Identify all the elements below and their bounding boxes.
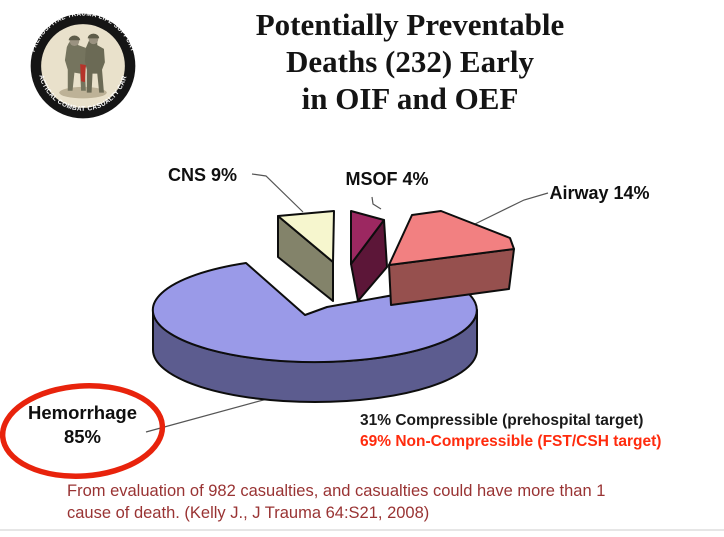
- annotation-compressible: 31% Compressible (prehospital target): [360, 412, 644, 429]
- leader-line-msof: [371, 196, 382, 210]
- pie-slice-hemorrhage-top: [151, 262, 478, 364]
- footnote-citation: From evaluation of 982 casualties, and c…: [67, 480, 605, 524]
- leader-line-cns: [251, 173, 304, 213]
- logo-soldiers-illustration: [59, 33, 107, 99]
- leader-line-hemorrhage: [145, 398, 268, 433]
- title-line-1: Potentially Preventable: [255, 7, 565, 42]
- annotation-noncompressible: 69% Non-Compressible (FST/CSH target): [360, 433, 662, 450]
- helmet-right: [87, 33, 100, 39]
- bottom-divider: [0, 529, 724, 531]
- pie-slice-cns-top: [277, 210, 335, 263]
- title-line-3: in OIF and OEF: [301, 81, 519, 116]
- leader-line-airway: [474, 192, 549, 225]
- slide-title: Potentially Preventable Deaths (232) Ear…: [150, 6, 670, 117]
- callout-hemorrhage: Hemorrhage 85%: [10, 401, 155, 449]
- pie-slice-airway-top: [388, 210, 515, 266]
- footnote-line-1: From evaluation of 982 casualties, and c…: [67, 482, 606, 500]
- pie-slice-msof-top: [350, 210, 385, 265]
- title-line-2: Deaths (232) Early: [286, 44, 534, 79]
- soldier-right: [84, 38, 105, 93]
- tccc-logo: TACTICAL COMBAT CASUALTY CARE PREHOSPITA…: [24, 6, 136, 119]
- hemorrhage-highlight-ellipse: [0, 383, 166, 479]
- footnote-line-2: cause of death. (Kelly J., J Trauma 64:S…: [67, 504, 430, 522]
- hemorrhage-percent: 85%: [63, 426, 102, 447]
- red-aid-item: [80, 64, 86, 83]
- hemorrhage-label: Hemorrhage: [28, 402, 137, 423]
- helmet-left: [68, 35, 81, 41]
- callout-msof: MSOF 4%: [345, 169, 429, 189]
- callout-airway: Airway 14%: [549, 183, 650, 203]
- callout-cns: CNS 9%: [167, 165, 238, 185]
